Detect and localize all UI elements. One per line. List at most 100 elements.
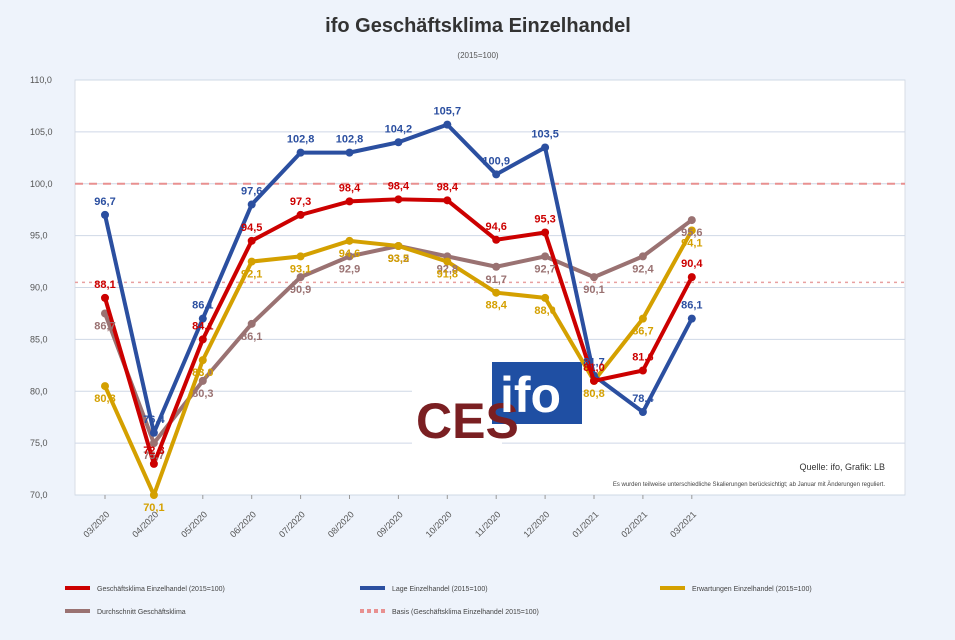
data-point-1: [198, 314, 207, 323]
data-label-0: 98,4: [339, 182, 361, 194]
logo-ifo-text: ifo: [500, 367, 561, 423]
logo-ces-box: [412, 386, 502, 448]
chart-subtitle: (2015=100): [457, 51, 498, 60]
data-label-0: 84,1: [192, 320, 213, 332]
data-point-1: [149, 428, 158, 437]
data-point-0: [687, 273, 696, 282]
data-point-0: [198, 335, 207, 344]
series-lines: [101, 120, 696, 499]
data-label-1: 81,7: [583, 357, 604, 369]
legend-label-0: Geschäftsklima Einzelhandel (2015=100): [97, 586, 225, 593]
data-label-0: 72,3: [143, 445, 164, 457]
data-point-0: [247, 236, 256, 245]
data-point-0: [541, 228, 550, 237]
data-label-1: 86,1: [192, 300, 213, 312]
data-point-2: [492, 288, 501, 297]
data-point-2: [296, 252, 305, 261]
data-point-3: [247, 319, 256, 328]
data-label-3: 93,2: [388, 253, 409, 265]
logo-ifo-box: [492, 362, 582, 424]
data-point-2: [247, 257, 256, 266]
legend-label-2: Erwartungen Einzelhandel (2015=100): [692, 586, 812, 593]
data-label-2: 70,1: [143, 502, 164, 514]
data-point-1: [638, 408, 647, 416]
data-label-3: 95,6: [681, 227, 702, 239]
data-labels: 86,7 75,7 80,3 86,1 90,9 92,9 93,2 92,8 91,7 92,7…: [94, 106, 703, 514]
data-point-3: [638, 252, 647, 261]
data-point-1: [492, 170, 501, 179]
y-tick-label: 95,0: [30, 231, 48, 241]
data-label-3: 91,7: [485, 274, 506, 286]
data-label-0: 98,4: [388, 180, 410, 192]
data-label-1: 97,6: [241, 186, 262, 198]
data-point-1: [296, 148, 305, 157]
y-axis: 70,0 75,0 80,0 85,0 90,0 95,0 100,0 105,0 110,0: [30, 75, 53, 500]
data-label-3: 92,9: [339, 263, 360, 275]
data-label-2: 94,6: [339, 248, 360, 260]
data-label-2: 88,0: [534, 305, 555, 317]
data-point-2: [687, 226, 696, 235]
logo-ces-text: CES: [416, 393, 519, 449]
data-point-2: [443, 257, 452, 266]
data-point-0: [492, 235, 501, 244]
data-point-3: [590, 273, 598, 282]
data-label-3: 86,1: [241, 331, 262, 343]
data-label-2: 92,1: [241, 269, 262, 281]
data-point-2: [638, 314, 647, 323]
y-tick-label: 80,0: [30, 386, 48, 396]
data-label-0: 98,4: [437, 181, 459, 193]
data-point-3: [296, 273, 305, 282]
y-tick-label: 90,0: [30, 283, 48, 293]
y-tick-label: 75,0: [30, 438, 48, 448]
data-point-1: [687, 314, 696, 323]
data-label-3: 86,7: [94, 320, 115, 332]
data-label-3: 90,1: [583, 284, 604, 296]
data-point-2: [345, 236, 354, 245]
data-point-1: [247, 200, 256, 209]
data-point-1: [541, 143, 550, 152]
data-point-2: [101, 382, 109, 391]
data-point-0: [443, 196, 452, 205]
data-point-0: [101, 293, 109, 302]
data-label-1: 105,7: [434, 106, 462, 118]
data-label-3: 92,8: [437, 263, 458, 275]
data-label-3: 80,3: [192, 388, 213, 400]
data-label-2: 80,3: [94, 393, 115, 405]
chart-title: ifo Geschäftsklima Einzelhandel: [325, 15, 631, 37]
data-point-3: [492, 262, 501, 271]
data-label-2: 93,1: [290, 263, 311, 275]
data-point-3: [345, 252, 354, 261]
data-label-1: 102,8: [336, 134, 364, 146]
data-label-0: 81,0: [583, 362, 604, 374]
data-label-1: 102,8: [287, 134, 315, 146]
data-label-1: 104,2: [385, 123, 413, 135]
y-tick-label: 70,0: [30, 490, 48, 500]
data-label-0: 94,6: [485, 221, 506, 233]
y-tick-label: 110,0: [30, 75, 52, 85]
data-point-0: [345, 197, 354, 206]
data-label-0: 88,1: [94, 279, 115, 291]
data-point-0: [394, 195, 403, 204]
legend-label-1: Lage Einzelhandel (2015=100): [392, 586, 488, 593]
y-tick-label: 100,0: [30, 179, 53, 189]
data-point-1: [101, 210, 109, 219]
y-tick-label: 105,0: [30, 127, 53, 137]
data-label-0: 90,4: [681, 258, 703, 270]
y-tick-label: 85,0: [30, 334, 48, 344]
data-label-1: 103,5: [531, 128, 559, 140]
legend-label-4: Basis (Geschäftsklima Einzelhandel 2015=…: [392, 609, 539, 616]
data-point-1: [345, 148, 354, 157]
data-label-1: 76,4: [143, 414, 165, 426]
data-point-3: [687, 216, 696, 225]
data-label-3: 92,4: [632, 263, 654, 275]
data-label-3: 92,7: [534, 263, 555, 275]
data-label-0: 95,3: [534, 214, 555, 226]
data-label-1: 78,4: [632, 393, 654, 405]
data-label-2: 80,8: [583, 388, 604, 400]
footnote: Es wurden teilweise unterschiedliche Ska…: [613, 481, 885, 488]
data-point-0: [296, 210, 305, 219]
data-label-3: 75,7: [143, 450, 164, 462]
data-point-2: [541, 293, 550, 302]
